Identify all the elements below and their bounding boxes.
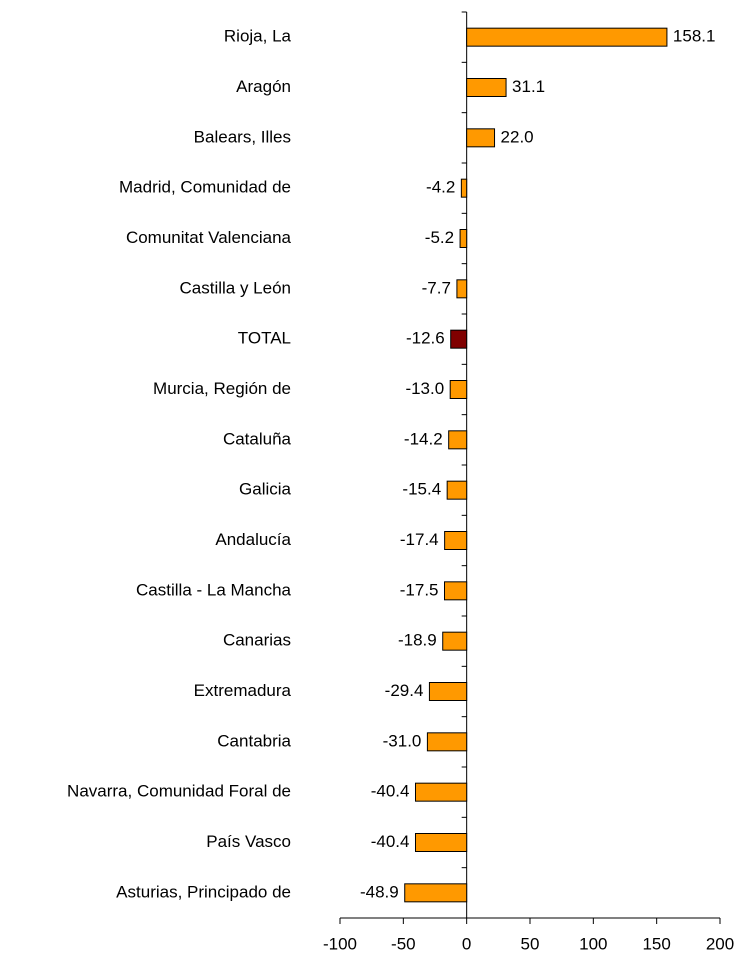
value-label: -48.9	[360, 882, 399, 901]
y-tick-label: Aragón	[236, 77, 291, 96]
y-tick-label: Murcia, Región de	[153, 379, 291, 398]
y-tick-label: TOTAL	[238, 329, 291, 348]
x-tick-label: 200	[706, 934, 734, 953]
value-label: -18.9	[398, 631, 437, 650]
bar	[442, 631, 468, 651]
value-label: -29.4	[385, 681, 424, 700]
y-tick-label: Rioja, La	[224, 27, 292, 46]
value-label: -31.0	[383, 731, 422, 750]
y-tick-label: Extremadura	[194, 681, 292, 700]
bar	[444, 581, 468, 601]
y-tick-label: Cataluña	[223, 429, 292, 448]
bar	[448, 430, 468, 450]
value-label: 22.0	[501, 127, 534, 146]
value-label: 31.1	[512, 77, 545, 96]
bar	[404, 883, 468, 903]
value-label: -40.4	[371, 782, 410, 801]
x-tick-label: 50	[521, 934, 540, 953]
value-label: -7.7	[422, 278, 451, 297]
bar	[466, 78, 507, 97]
bar	[460, 178, 468, 198]
bar	[449, 380, 468, 399]
value-label: -5.2	[425, 228, 454, 247]
x-tick-label: 0	[462, 934, 471, 953]
value-label: -14.2	[404, 429, 443, 448]
bar	[414, 833, 468, 852]
bar	[450, 329, 468, 349]
y-tick-label: Galicia	[239, 480, 292, 499]
y-tick-label: Asturias, Principado de	[116, 882, 291, 901]
bar	[459, 229, 468, 248]
y-tick-label: Castilla - La Mancha	[136, 580, 292, 599]
value-label: 158.1	[673, 27, 716, 46]
bar	[414, 782, 468, 802]
bar	[428, 682, 468, 701]
y-tick-label: Canarias	[223, 631, 291, 650]
value-label: -17.4	[400, 530, 439, 549]
value-label: -13.0	[405, 379, 444, 398]
value-label: -15.4	[402, 480, 441, 499]
y-tick-label: Cantabria	[217, 731, 291, 750]
y-tick-label: Madrid, Comunidad de	[119, 178, 291, 197]
y-tick-label: Comunitat Valenciana	[126, 228, 292, 247]
bar	[466, 128, 496, 148]
bar	[444, 531, 468, 550]
x-tick-label: 100	[579, 934, 607, 953]
value-label: -12.6	[406, 329, 445, 348]
bar	[466, 27, 668, 47]
y-tick-label: País Vasco	[206, 832, 291, 851]
x-tick-label: -50	[391, 934, 416, 953]
value-label: -4.2	[426, 178, 455, 197]
y-tick-label: Andalucía	[215, 530, 291, 549]
y-tick-label: Castilla y León	[179, 278, 291, 297]
bar	[456, 279, 468, 299]
value-label: -40.4	[371, 832, 410, 851]
bar	[426, 732, 468, 752]
y-tick-label: Navarra, Comunidad Foral de	[67, 782, 291, 801]
value-label: -17.5	[400, 580, 439, 599]
y-tick-label: Balears, Illes	[194, 127, 291, 146]
x-tick-label: -100	[323, 934, 357, 953]
bar	[446, 480, 468, 500]
x-tick-label: 150	[642, 934, 670, 953]
